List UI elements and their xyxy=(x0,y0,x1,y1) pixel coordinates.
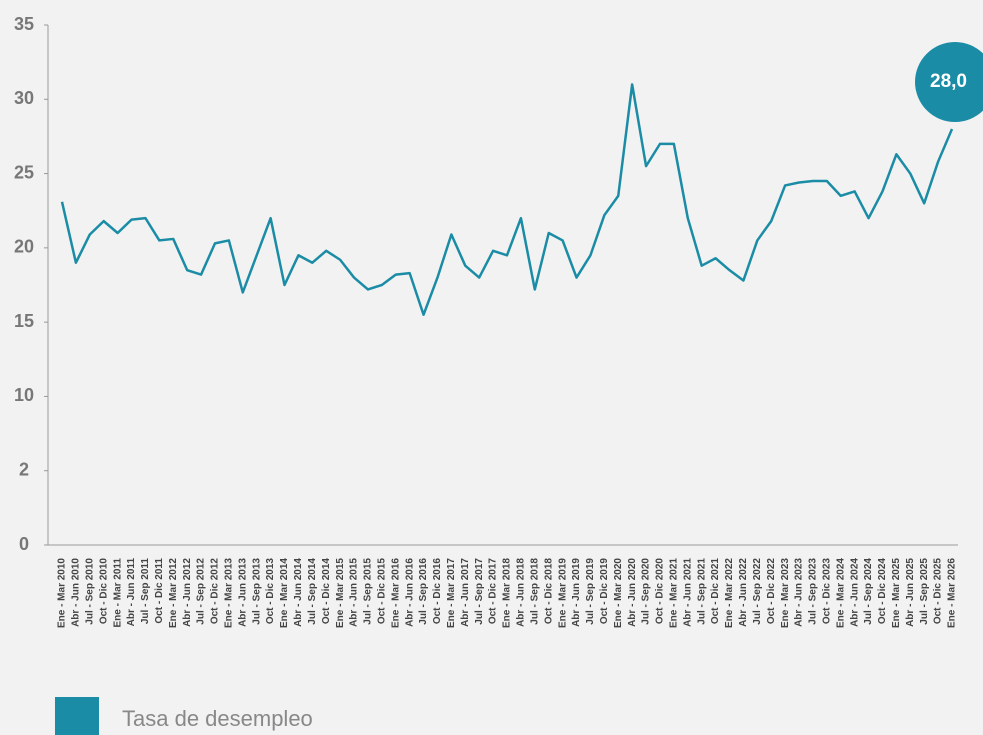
x-tick-label: Abr - Jun 2020 xyxy=(627,558,638,627)
x-tick-label: Oct - Dic 2015 xyxy=(376,558,387,625)
x-tick-label: Jul - Sep 2016 xyxy=(418,558,429,625)
end-label: 28,0 xyxy=(930,71,967,92)
x-tick-label: Oct - Dic 2013 xyxy=(265,558,276,625)
x-tick-label: Ene - Mar 2013 xyxy=(224,558,235,628)
y-tick-label: 10 xyxy=(14,385,34,405)
x-tick-label: Ene - Mar 2022 xyxy=(724,558,735,628)
x-tick-label: Ene - Mar 2018 xyxy=(502,558,513,628)
x-tick-label: Jul - Sep 2011 xyxy=(140,558,151,625)
x-tick-label: Ene - Mar 2026 xyxy=(947,558,958,628)
y-tick-label: 0 xyxy=(19,534,29,554)
x-tick-label: Ene - Mar 2014 xyxy=(279,558,290,628)
x-tick-label: Jul - Sep 2022 xyxy=(752,558,763,625)
x-tick-label: Ene - Mar 2010 xyxy=(57,558,68,628)
x-tick-label: Abr - Jun 2019 xyxy=(571,558,582,627)
x-tick-label: Oct - Dic 2020 xyxy=(655,558,666,625)
x-tick-label: Jul - Sep 2021 xyxy=(696,558,707,625)
x-tick-label: Oct - Dic 2011 xyxy=(154,558,165,624)
x-tick-label: Jul - Sep 2025 xyxy=(919,558,930,625)
x-tick-label: Oct - Dic 2019 xyxy=(599,558,610,625)
x-tick-label: Ene - Mar 2011 xyxy=(112,558,123,628)
x-tick-label: Abr - Jun 2025 xyxy=(905,558,916,627)
x-tick-label: Abr - Jun 2010 xyxy=(71,558,82,627)
legend-swatch xyxy=(55,697,99,735)
x-tick-label: Ene - Mar 2020 xyxy=(613,558,624,628)
x-tick-label: Ene - Mar 2023 xyxy=(780,558,791,628)
x-tick-label: Ene - Mar 2012 xyxy=(168,558,179,628)
y-tick-label: 35 xyxy=(14,14,34,34)
x-tick-label: Oct - Dic 2017 xyxy=(488,558,499,625)
x-tick-label: Oct - Dic 2014 xyxy=(321,558,332,625)
x-tick-label: Oct - Dic 2010 xyxy=(98,558,109,625)
x-tick-label: Abr - Jun 2011 xyxy=(126,558,137,627)
y-tick-label: 15 xyxy=(14,311,34,331)
x-tick-label: Jul - Sep 2020 xyxy=(641,558,652,625)
x-tick-label: Jul - Sep 2017 xyxy=(474,558,485,625)
x-tick-label: Jul - Sep 2010 xyxy=(84,558,95,625)
x-tick-label: Oct - Dic 2025 xyxy=(933,558,944,625)
x-tick-label: Abr - Jun 2024 xyxy=(849,558,860,627)
line xyxy=(60,83,954,316)
x-tick-label: Jul - Sep 2018 xyxy=(529,558,540,625)
x-tick-label: Abr - Jun 2017 xyxy=(460,558,471,627)
x-tick-label: Oct - Dic 2012 xyxy=(210,558,221,625)
x-tick-label: Ene - Mar 2025 xyxy=(891,558,902,628)
x-tick-label: Oct - Dic 2018 xyxy=(543,558,554,625)
y-tick-label: 2 xyxy=(19,459,29,479)
x-tick-label: Jul - Sep 2013 xyxy=(251,558,262,625)
x-tick-label: Oct - Dic 2016 xyxy=(432,558,443,625)
x-tick-label: Ene - Mar 2015 xyxy=(335,558,346,628)
y-tick-label: 20 xyxy=(14,237,34,257)
x-tick-label: Oct - Dic 2023 xyxy=(821,558,832,625)
x-tick-label: Abr - Jun 2016 xyxy=(404,558,415,627)
x-tick-label: Jul - Sep 2015 xyxy=(363,558,374,625)
x-tick-label: Abr - Jun 2021 xyxy=(682,558,693,627)
x-tick-label: Ene - Mar 2021 xyxy=(669,558,680,628)
y-tick-label: 25 xyxy=(14,162,34,182)
x-tick-label: Oct - Dic 2021 xyxy=(710,558,721,625)
x-tick-label: Abr - Jun 2022 xyxy=(738,558,749,627)
legend-label: Tasa de desempleo xyxy=(122,706,313,731)
x-tick-label: Abr - Jun 2013 xyxy=(237,558,248,627)
x-tick-label: Abr - Jun 2012 xyxy=(182,558,193,627)
x-tick-label: Ene - Mar 2024 xyxy=(835,558,846,628)
x-tick-label: Jul - Sep 2023 xyxy=(808,558,819,625)
x-tick-label: Abr - Jun 2014 xyxy=(293,558,304,627)
end-bubble xyxy=(915,42,983,122)
x-tick-label: Oct - Dic 2022 xyxy=(766,558,777,625)
y-tick-label: 30 xyxy=(14,88,34,108)
x-tick-label: Jul - Sep 2024 xyxy=(863,558,874,625)
x-tick-label: Abr - Jun 2023 xyxy=(794,558,805,627)
x-tick-label: Abr - Jun 2015 xyxy=(349,558,360,627)
x-tick-label: Oct - Dic 2024 xyxy=(877,558,888,625)
x-tick-label: Jul - Sep 2012 xyxy=(196,558,207,625)
x-tick-label: Jul - Sep 2019 xyxy=(585,558,596,625)
x-tick-label: Abr - Jun 2018 xyxy=(516,558,527,627)
x-tick-label: Jul - Sep 2014 xyxy=(307,558,318,625)
x-tick-label: Ene - Mar 2019 xyxy=(557,558,568,628)
x-tick-label: Ene - Mar 2016 xyxy=(390,558,401,628)
x-tick-label: Ene - Mar 2017 xyxy=(446,558,457,628)
